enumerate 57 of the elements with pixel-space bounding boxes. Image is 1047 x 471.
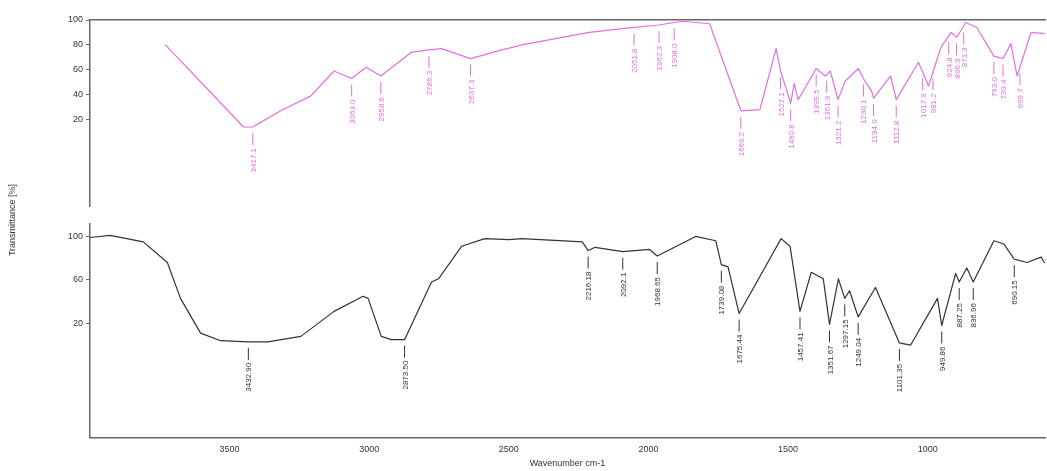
- annotation: 896.9: [952, 57, 962, 79]
- annotation: 3432.90: [244, 362, 254, 392]
- annotation: 1962.3: [655, 45, 665, 71]
- x-tick-label: 3000: [359, 444, 380, 455]
- annotation: 1669.2: [736, 131, 746, 157]
- annotation: 1194.0: [869, 118, 879, 144]
- annotation: 730.4: [999, 79, 1008, 100]
- annotation: 1399.5: [812, 88, 822, 114]
- x-tick-label: 1500: [778, 444, 799, 455]
- y-tick-label: 40: [72, 89, 83, 100]
- y-tick-label: 100: [67, 230, 83, 241]
- annotation: 1968.65: [653, 276, 663, 306]
- annotation: 1908.0: [670, 42, 680, 68]
- y-axis-title: Transmittance [%]: [7, 183, 17, 257]
- annotation: 2637.3: [466, 79, 476, 105]
- y-tick-label: 60: [72, 64, 83, 75]
- x-axis-title: Wavenumber cm-1: [529, 458, 606, 469]
- y-tick-label: 100: [67, 14, 83, 25]
- annotation: 1249.04: [854, 337, 864, 367]
- x-tick-label: 2000: [638, 444, 659, 455]
- annotation: 1457.41: [795, 331, 805, 362]
- x-tick-label: 2500: [498, 444, 519, 455]
- annotation: 1321.2: [834, 120, 844, 146]
- annotation: 2092.1: [618, 272, 628, 298]
- annotation: 1361.9: [822, 95, 832, 121]
- annotation: 1017.9: [918, 92, 928, 118]
- annotation: 3417.1: [248, 147, 258, 173]
- y-tick-label: 20: [72, 114, 83, 124]
- annotation: 836.96: [969, 302, 979, 328]
- annotation: 1230.1: [859, 98, 869, 124]
- annotation: 1675.44: [735, 334, 745, 364]
- annotation: 981.2: [928, 92, 938, 114]
- annotation: 2873.50: [400, 360, 410, 390]
- annotation: 1112.8: [892, 120, 902, 144]
- annotation: 2051.8: [630, 47, 640, 73]
- annotation: 3063.0: [347, 98, 357, 124]
- annotation: 949.86: [937, 345, 947, 371]
- y-tick-label: 20: [72, 317, 83, 328]
- annotation: 1739.08: [717, 285, 727, 315]
- annotation: 1351.67: [825, 344, 835, 375]
- annotation: 1101.35: [895, 363, 905, 393]
- annotation: 887.25: [955, 302, 965, 328]
- annotation: 1490.8: [786, 123, 796, 149]
- y-tick-label: 60: [72, 274, 83, 285]
- y-tick-label: 80: [72, 39, 83, 50]
- x-tick-label: 1000: [917, 444, 938, 455]
- annotation: 2958.6: [376, 96, 386, 122]
- annotation: 871.3: [959, 46, 969, 68]
- annotation: 2216.18: [584, 271, 594, 301]
- annotation: 690.15: [1010, 279, 1020, 305]
- annotation: 924.8: [944, 56, 954, 78]
- annotation: 1297.15: [840, 318, 850, 349]
- x-tick-label: 3500: [219, 444, 240, 455]
- annotation: 763.0: [989, 76, 999, 98]
- annotation: 2786.3: [424, 70, 434, 96]
- annotation: 669.7: [1015, 87, 1025, 109]
- annotation: 1527.1: [776, 91, 786, 117]
